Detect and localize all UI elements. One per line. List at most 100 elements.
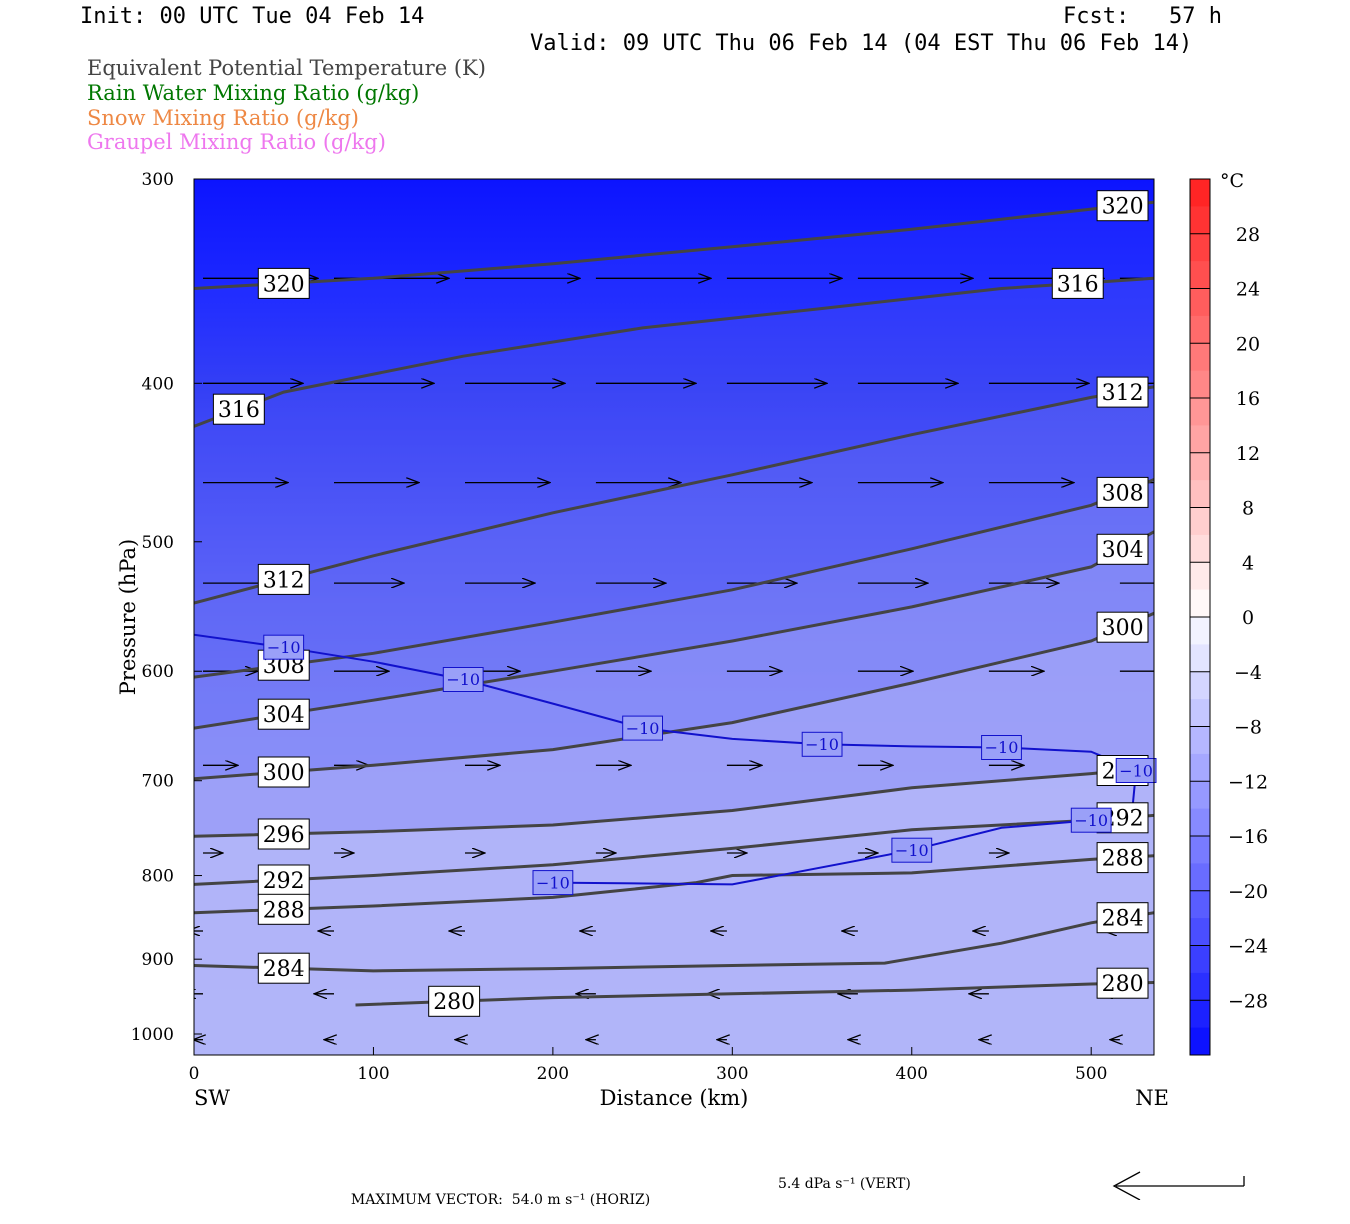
y-axis-label: Pressure (hPa) <box>116 539 140 695</box>
theta-e-label-312: 312 <box>1102 381 1144 406</box>
colorbar-segment <box>1190 261 1210 289</box>
colorbar-segment <box>1190 398 1210 426</box>
colorbar-segment <box>1190 452 1210 481</box>
colorbar-tick-label: −12 <box>1228 771 1268 793</box>
theta-e-label-288: 288 <box>263 898 305 923</box>
theta-e-label-308: 308 <box>1102 481 1144 506</box>
y-tick-label: 400 <box>142 374 174 394</box>
valid-time-label: Valid: 09 UTC Thu 06 Feb 14 (04 EST Thu … <box>530 31 1193 56</box>
isotherm-label-box <box>1070 807 1112 833</box>
colorbar-tick-label: 4 <box>1242 552 1254 574</box>
theta-e-label-288-box <box>257 893 310 925</box>
theta-e-label-320-box <box>257 267 310 299</box>
max-vector-horiz: MAXIMUM VECTOR: 54.0 m s⁻¹ (HORIZ) <box>350 1192 651 1208</box>
x-axis-label: Distance (km) <box>600 1086 749 1110</box>
colorbar-tick-label: 24 <box>1236 279 1260 301</box>
legend-theta-e: Equivalent Potential Temperature (K) <box>87 56 486 80</box>
colorbar-tick-label: 20 <box>1236 333 1260 355</box>
isotherm-label-box <box>442 667 484 692</box>
isotherm-label-box <box>981 735 1022 760</box>
colorbar-unit-label: °C <box>1220 170 1244 192</box>
theta-e-contour-304 <box>194 530 1154 730</box>
colorbar-tick-label: −20 <box>1228 881 1268 903</box>
colorbar-segment <box>1190 699 1210 727</box>
isotherm-label: −10 <box>805 735 839 754</box>
colorbar-segment <box>1190 315 1210 344</box>
theta-e-label-300: 300 <box>1102 616 1144 641</box>
theta-e-label-304-box <box>257 698 310 730</box>
colorbar-segment <box>1190 890 1210 919</box>
theta-e-contour-320 <box>194 200 1154 290</box>
theta-e-contour-312 <box>194 385 1154 605</box>
theta-e-label-304: 304 <box>1102 538 1144 563</box>
x-tick-label: 0 <box>189 1064 200 1084</box>
theta-e-label-320: 320 <box>263 272 305 297</box>
colorbar-tick-label: 8 <box>1242 498 1254 520</box>
colorbar-segment <box>1190 589 1210 618</box>
isotherm-label-box <box>801 731 843 757</box>
colorbar-segment <box>1190 1000 1210 1029</box>
colorbar-tick-label: 12 <box>1236 443 1260 465</box>
colorbar-segment <box>1190 288 1210 317</box>
isotherm-label-box <box>622 715 664 741</box>
theta-e-label-316-box <box>212 393 265 425</box>
theta-e-label-320: 320 <box>1102 195 1144 220</box>
isotherm-label: −10 <box>267 638 301 657</box>
temperature-shading-band <box>194 386 1154 1055</box>
max-vector-footer: MAXIMUM VECTOR: 54.0 m s⁻¹ (HORIZ) 5.4 d… <box>342 1176 911 1224</box>
isotherm-label: −10 <box>626 719 660 738</box>
y-tick-label: 500 <box>142 533 174 553</box>
theta-e-label-308-box <box>1096 476 1149 508</box>
isotherm-label-box <box>891 837 933 863</box>
colorbar-segment <box>1190 753 1210 782</box>
colorbar-segment <box>1190 562 1210 591</box>
x-end-label-ne: NE <box>1135 1086 1169 1110</box>
colorbar-segment <box>1190 343 1210 372</box>
y-tick-label: 300 <box>142 170 174 190</box>
y-tick-label: 800 <box>142 867 174 887</box>
isotherm-label-box <box>1115 758 1157 783</box>
theta-e-label-284: 284 <box>1102 907 1144 932</box>
colorbar-segment <box>1190 370 1210 399</box>
legend-graupel: Graupel Mixing Ratio (g/kg) <box>87 130 386 154</box>
colorbar-tick-label: −4 <box>1234 662 1262 684</box>
y-tick-label: 1000 <box>131 1025 174 1045</box>
x-tick-label: 300 <box>716 1064 748 1084</box>
y-tick-label: 600 <box>142 662 174 682</box>
theta-e-label-288: 288 <box>1102 847 1144 872</box>
legend-snow: Snow Mixing Ratio (g/kg) <box>87 106 359 130</box>
max-vector-vert: 5.4 dPa s⁻¹ (VERT) <box>778 1176 911 1192</box>
theta-e-label-316: 316 <box>218 398 260 423</box>
colorbar-segment <box>1190 836 1210 864</box>
theta-e-label-284: 284 <box>263 957 305 982</box>
theta-e-label-316: 316 <box>1057 272 1099 297</box>
y-tick-label: 900 <box>142 950 174 970</box>
isotherm-label-box <box>263 634 305 660</box>
isotherm-label: −10 <box>1119 761 1153 780</box>
colorbar-tick-label: −16 <box>1228 826 1268 848</box>
colorbar-segment <box>1190 945 1210 974</box>
theta-e-label-304: 304 <box>263 703 305 728</box>
colorbar-segment <box>1190 507 1210 536</box>
theta-e-label-304-box <box>1096 533 1149 565</box>
colorbar-segment <box>1190 1027 1210 1056</box>
x-tick-label: 100 <box>357 1064 389 1084</box>
theta-e-label-280: 280 <box>433 990 475 1015</box>
plot-frame <box>193 178 1155 1056</box>
theta-e-label-284-box <box>257 952 310 984</box>
isotherm-label: −10 <box>1074 811 1108 830</box>
reference-vector-arrow <box>1112 1171 1245 1200</box>
colorbar-tick-label: −28 <box>1228 990 1268 1012</box>
isotherm-label: −10 <box>985 738 1019 757</box>
theta-e-label-312-box <box>257 563 310 595</box>
isotherm-label: −10 <box>895 841 929 860</box>
theta-e-label-296: 296 <box>263 823 305 848</box>
theta-e-contour-308 <box>194 478 1154 679</box>
colorbar-segment <box>1190 918 1210 946</box>
colorbar-tick-label: 28 <box>1236 224 1260 246</box>
colorbar-segment <box>1190 480 1210 508</box>
colorbar-segment <box>1190 726 1210 755</box>
theta-e-label-300: 300 <box>263 761 305 786</box>
colorbar-segment <box>1190 617 1210 645</box>
